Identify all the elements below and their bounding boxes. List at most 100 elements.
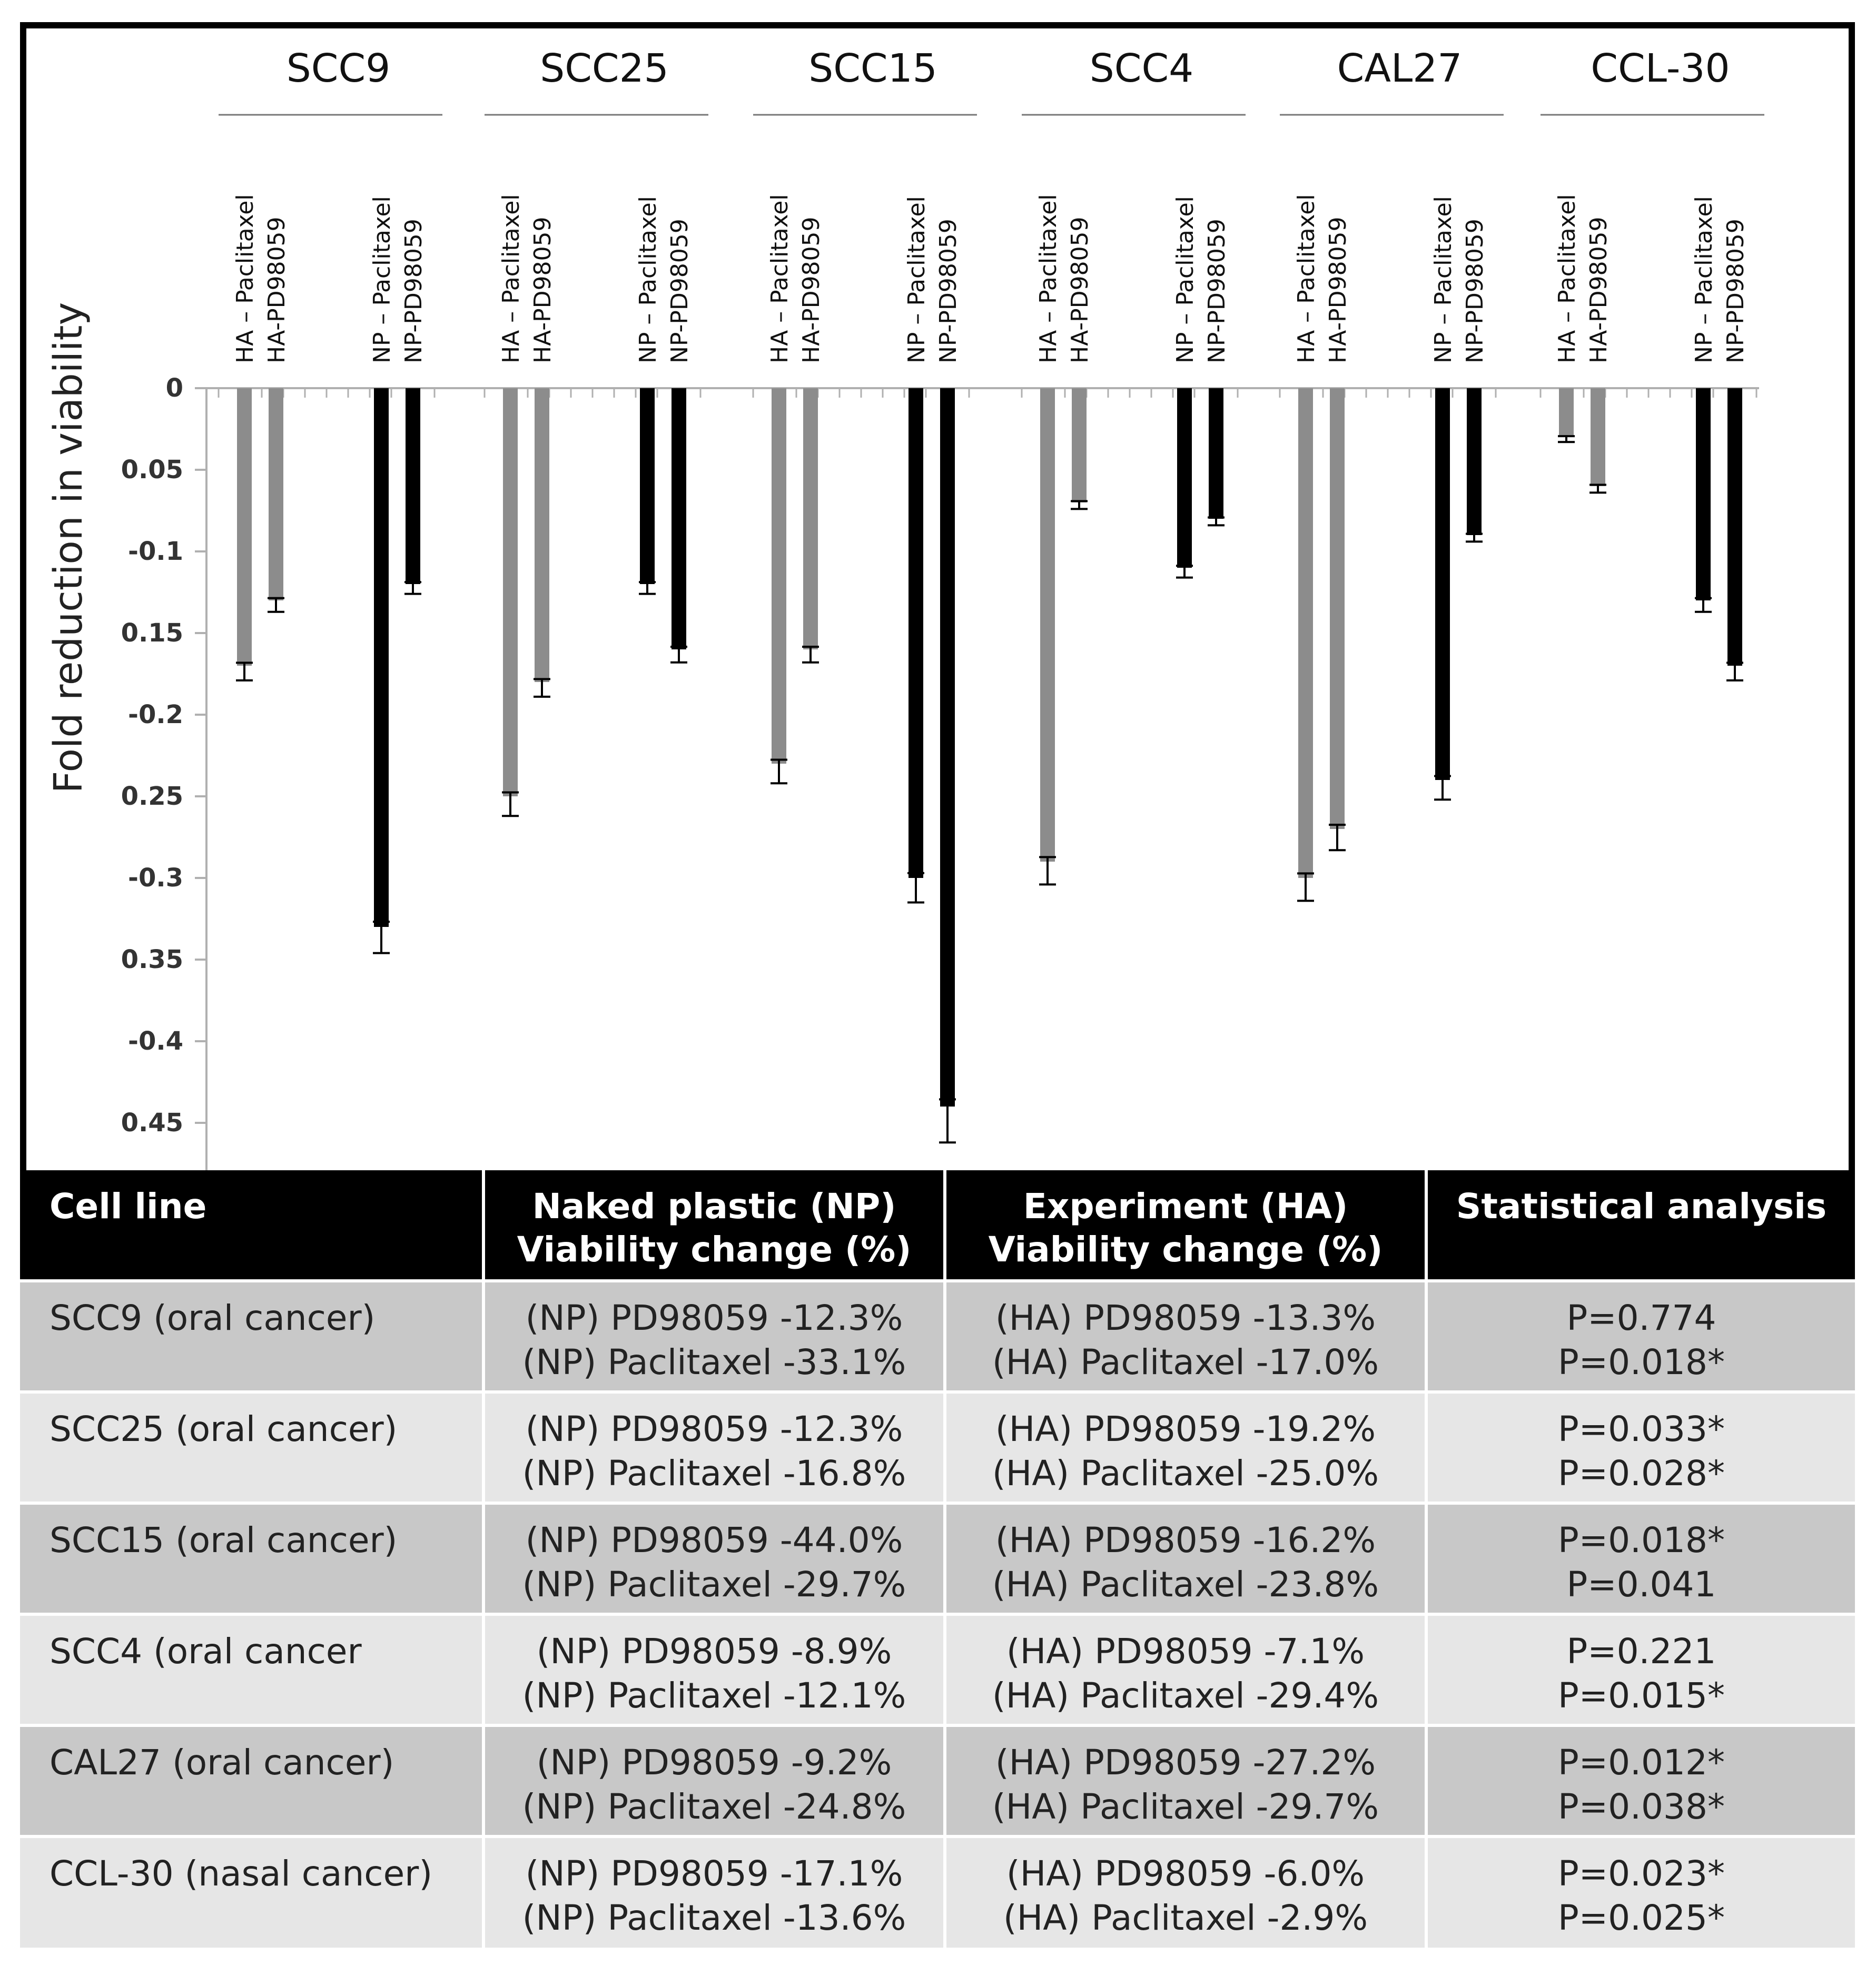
bar-label: HA – Paclitaxel: [766, 194, 793, 363]
bar-label: HA-PD98059: [263, 217, 290, 363]
bar-label: HA-PD98059: [529, 217, 556, 363]
cell-line-name: CCL-30 (nasal cancer): [20, 1835, 485, 1948]
y-tick-label: 0.35: [121, 945, 183, 974]
viability-chart: SCC9 SCC25 SCC15 SCC4 CAL27 CCL-30 HA – Pacli…: [46, 46, 1764, 1170]
bar: [535, 388, 549, 682]
p-values: P=0.033* P=0.028*: [1426, 1390, 1855, 1503]
bar-label: HA-PD98059: [1585, 217, 1612, 363]
bar: [1727, 388, 1742, 666]
bar: [1435, 388, 1450, 780]
bar-label: HA – Paclitaxel: [1293, 194, 1320, 363]
bar-label: NP – Paclitaxel: [1691, 196, 1717, 363]
bar: [503, 388, 518, 796]
ha-values: (HA) PD98059 -7.1% (HA) Paclitaxel -29.4%: [945, 1613, 1428, 1725]
bar: [772, 388, 786, 764]
bar-label: NP – Paclitaxel: [903, 196, 930, 363]
np-values: (NP) PD98059 -17.1% (NP) Paclitaxel -13.6…: [483, 1835, 946, 1948]
cell-line-name: SCC25 (oral cancer): [20, 1390, 485, 1503]
table-row: CCL-30 (nasal cancer) (NP) PD98059 -17.1…: [20, 1835, 1855, 1948]
group-label: CAL27: [1337, 46, 1463, 91]
p-values: P=0.018* P=0.041: [1426, 1502, 1855, 1614]
cell-line-name: CAL27 (oral cancer): [20, 1724, 485, 1836]
bar-label: HA-PD98059: [798, 217, 825, 363]
bar-label: NP – Paclitaxel: [635, 196, 661, 363]
bar-label: HA – Paclitaxel: [232, 194, 259, 363]
bar-label: HA-PD98059: [1067, 217, 1093, 363]
bar-label: HA-PD98059: [1325, 217, 1351, 363]
table-row: SCC9 (oral cancer) (NP) PD98059 -12.3% (N…: [20, 1279, 1855, 1392]
header-statistical-analysis: Statistical analysis: [1426, 1170, 1855, 1281]
bar: [1330, 388, 1345, 829]
bar: [803, 388, 818, 649]
ha-values: (HA) PD98059 -6.0% (HA) Paclitaxel -2.9%: [945, 1835, 1428, 1948]
header-naked-plastic: Naked plastic (NP) Viability change (%): [483, 1170, 946, 1281]
bar-label: NP-PD98059: [666, 219, 693, 363]
ha-values: (HA) PD98059 -13.3% (HA) Paclitaxel -17.0…: [945, 1279, 1428, 1392]
y-tick-label: -0.3: [128, 863, 183, 893]
np-values: (NP) PD98059 -9.2% (NP) Paclitaxel -24.8%: [483, 1724, 946, 1836]
y-tick-label: -0.1: [128, 537, 183, 566]
bar: [374, 388, 389, 927]
y-tick-label: -0.2: [128, 700, 183, 729]
y-axis-title: Fold reduction in viability: [46, 302, 91, 794]
ha-values: (HA) PD98059 -19.2% (HA) Paclitaxel -25.0…: [945, 1390, 1428, 1503]
bar: [1298, 388, 1313, 878]
group-label: SCC15: [808, 46, 937, 91]
bar-label: HA – Paclitaxel: [1554, 194, 1581, 363]
bar-label: NP-PD98059: [1722, 219, 1749, 363]
cell-line-name: SCC15 (oral cancer): [20, 1502, 485, 1614]
ha-values: (HA) PD98059 -16.2% (HA) Paclitaxel -23.8…: [945, 1502, 1428, 1614]
table-row: CAL27 (oral cancer) (NP) PD98059 -9.2% (N…: [20, 1724, 1855, 1836]
np-values: (NP) PD98059 -44.0% (NP) Paclitaxel -29.7…: [483, 1502, 946, 1614]
y-tick-label: 0: [166, 373, 183, 403]
group-label: CCL-30: [1591, 46, 1730, 91]
bar-label: NP-PD98059: [1462, 219, 1488, 363]
bar-label: NP-PD98059: [1203, 219, 1230, 363]
y-tick-label: 0.25: [121, 782, 183, 811]
bar: [237, 388, 252, 666]
bar: [1559, 388, 1574, 437]
bar-label: NP – Paclitaxel: [1172, 196, 1199, 363]
table-row: SCC25 (oral cancer) (NP) PD98059 -12.3%(…: [20, 1390, 1855, 1503]
p-values: P=0.023* P=0.025*: [1426, 1835, 1855, 1948]
bar-label: NP – Paclitaxel: [1430, 196, 1457, 363]
bar-label: NP-PD98059: [400, 219, 427, 363]
bar: [1040, 388, 1055, 862]
group-label: SCC9: [287, 46, 390, 91]
table-header-row: Cell line Naked plastic (NP) Viability c…: [20, 1170, 1855, 1281]
bar: [672, 388, 686, 649]
header-experiment: Experiment (HA) Viability change (%): [945, 1170, 1428, 1281]
bar: [1467, 388, 1482, 535]
np-values: (NP) PD98059 -12.3% (NP) Paclitaxel -16.8…: [483, 1390, 946, 1503]
group-label: SCC25: [540, 46, 668, 91]
bar: [1591, 388, 1605, 486]
cell-line-name: SCC9 (oral cancer): [20, 1279, 485, 1392]
bar: [940, 388, 955, 1107]
group-label: SCC4: [1090, 46, 1193, 91]
np-values: (NP) PD98059 -12.3% (NP) Paclitaxel -33.1…: [483, 1279, 946, 1392]
header-cell-line: Cell line: [20, 1170, 485, 1281]
bar-label: NP – Paclitaxel: [369, 196, 396, 363]
ha-values: (HA) PD98059 -27.2% (HA) Paclitaxel -29.7…: [945, 1724, 1428, 1836]
cell-line-name: SCC4 (oral cancer: [20, 1613, 485, 1725]
bar: [269, 388, 283, 600]
y-tick-label: -0.4: [128, 1026, 183, 1056]
bar: [1072, 388, 1087, 502]
bar: [1177, 388, 1192, 568]
y-tick-label: 0.45: [121, 1108, 183, 1138]
bar-label: HA – Paclitaxel: [1035, 194, 1062, 363]
bar: [1209, 388, 1223, 519]
p-values: P=0.012* P=0.038*: [1426, 1724, 1855, 1836]
np-values: (NP) PD98059 -8.9% (NP) Paclitaxel -12.1%: [483, 1613, 946, 1725]
y-tick-label: 0.05: [121, 455, 183, 485]
bar: [406, 388, 420, 584]
table-row: SCC15 (oral cancer) (NP) PD98059 -44.0%(…: [20, 1502, 1855, 1614]
bar: [1696, 388, 1711, 600]
bar-label: HA – Paclitaxel: [498, 194, 525, 363]
table-row: SCC4 (oral cancer (NP) PD98059 -8.9% (NP)…: [20, 1613, 1855, 1725]
y-tick-label: 0.15: [121, 618, 183, 648]
results-table: Cell line Naked plastic (NP) Viability c…: [20, 1170, 1855, 1948]
p-values: P=0.221 P=0.015*: [1426, 1613, 1855, 1725]
bar: [909, 388, 923, 878]
bar-label: NP-PD98059: [935, 219, 962, 363]
